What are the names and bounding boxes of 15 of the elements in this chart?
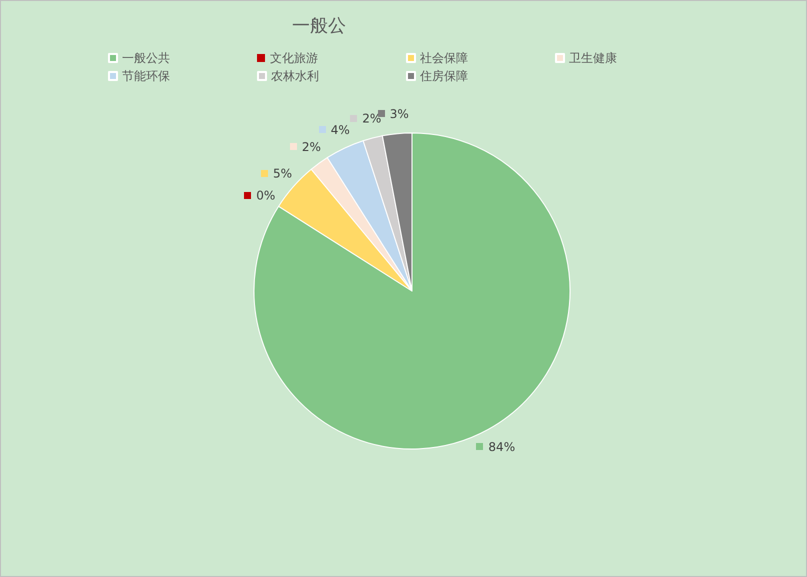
data-label: 84%	[488, 440, 516, 454]
data-label: 2%	[362, 112, 382, 126]
data-label: 4%	[330, 122, 350, 137]
legend-label: 农林水利	[271, 69, 319, 83]
legend-label: 文化旅游	[270, 51, 318, 65]
data-label: 5%	[272, 166, 292, 180]
legend-label: 社会保障	[420, 51, 468, 65]
legend-label: 卫生健康	[569, 51, 617, 65]
legend-label: 住房保障	[419, 69, 468, 83]
data-label: 3%	[390, 106, 409, 121]
text: 0%	[256, 188, 276, 203]
chart-title: 一般公	[292, 16, 346, 36]
data-label: 2%	[302, 140, 321, 154]
legend-label: 节能环保	[122, 69, 170, 83]
legend-label: 一般公共	[122, 51, 170, 65]
